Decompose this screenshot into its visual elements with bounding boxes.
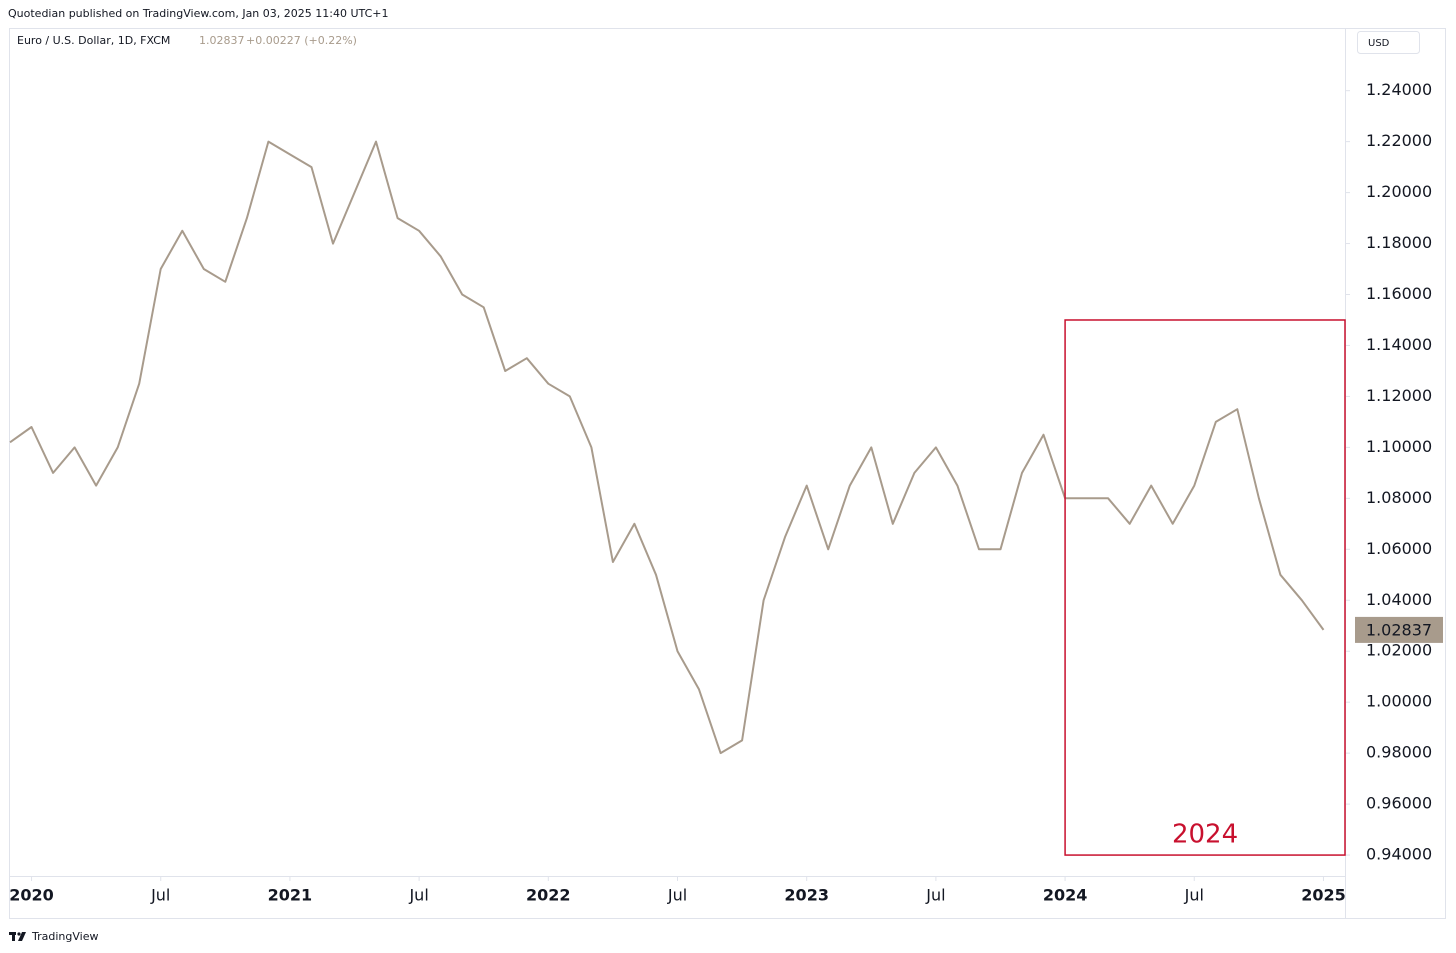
y-tick-label: 1.00000 [1366, 692, 1432, 711]
x-tick-label: 2022 [526, 886, 571, 905]
tradingview-logo [9, 932, 26, 941]
y-tick-label: 0.94000 [1366, 845, 1432, 864]
y-tick-label: 1.06000 [1366, 539, 1432, 558]
y-tick-label: 1.20000 [1366, 182, 1432, 201]
y-tick-label: 1.16000 [1366, 284, 1432, 303]
y-tick-label: 1.18000 [1366, 233, 1432, 252]
currency-label[interactable]: USD [1368, 38, 1390, 49]
x-tick-label: Jul [150, 886, 170, 905]
x-tick-label: Jul [667, 886, 687, 905]
symbol-title: Euro / U.S. Dollar, 1D, FXCM [17, 34, 170, 47]
y-tick-label: 1.22000 [1366, 131, 1432, 150]
y-tick-label: 0.96000 [1366, 794, 1432, 813]
y-tick-label: 1.04000 [1366, 590, 1432, 609]
last-price: 1.02837 [199, 34, 245, 47]
last-price-badge-label: 1.02837 [1366, 620, 1432, 639]
x-tick-label: 2020 [9, 886, 54, 905]
highlight-box [1064, 319, 1346, 856]
y-tick-label: 1.02000 [1366, 641, 1432, 660]
currency-button[interactable] [1357, 31, 1420, 54]
x-tick-label: 2021 [268, 886, 313, 905]
x-tick-label: Jul [408, 886, 428, 905]
y-tick-label: 1.08000 [1366, 488, 1432, 507]
price-change: +0.00227 (+0.22%) [246, 34, 357, 47]
y-tick-label: 1.14000 [1366, 335, 1432, 354]
y-tick-label: 1.10000 [1366, 437, 1432, 456]
x-tick-label: 2025 [1301, 886, 1346, 905]
last-price-badge [1355, 616, 1443, 643]
chart-frame [9, 28, 1446, 919]
y-tick-label: 1.12000 [1366, 386, 1432, 405]
highlight-label: 2024 [1172, 820, 1238, 850]
x-tick-label: Jul [925, 886, 945, 905]
y-tick-label: 1.24000 [1366, 80, 1432, 99]
publisher-header: Quotedian published on TradingView.com, … [8, 7, 388, 20]
footer-brand: TradingView [31, 930, 98, 943]
x-tick-label: 2023 [784, 886, 829, 905]
x-tick-label: 2024 [1043, 886, 1088, 905]
y-tick-label: 0.98000 [1366, 743, 1432, 762]
price-line [9, 140, 1325, 755]
x-tick-label: Jul [1184, 886, 1204, 905]
